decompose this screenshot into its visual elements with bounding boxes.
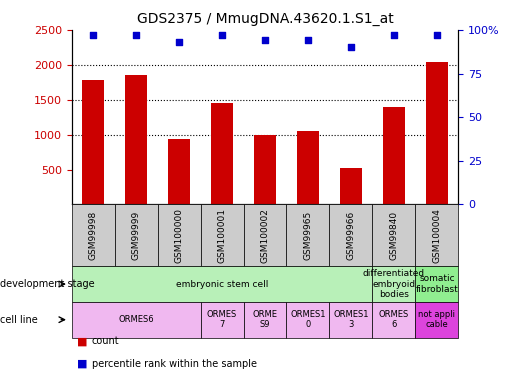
Text: GSM100002: GSM100002 bbox=[261, 208, 269, 263]
Text: GSM99966: GSM99966 bbox=[347, 211, 356, 260]
Text: GSM100004: GSM100004 bbox=[432, 208, 441, 263]
Point bbox=[347, 45, 355, 51]
Point bbox=[261, 38, 269, 44]
Point bbox=[175, 39, 183, 45]
Text: ORME
S9: ORME S9 bbox=[252, 310, 278, 329]
Point bbox=[132, 32, 140, 38]
Text: GSM99999: GSM99999 bbox=[131, 211, 140, 260]
Text: development stage: development stage bbox=[0, 279, 95, 289]
Text: percentile rank within the sample: percentile rank within the sample bbox=[92, 359, 257, 369]
Text: ORMES1
0: ORMES1 0 bbox=[290, 310, 326, 329]
Text: ORMES1
3: ORMES1 3 bbox=[333, 310, 369, 329]
Bar bbox=[211, 102, 233, 204]
Text: ORMES
7: ORMES 7 bbox=[207, 310, 237, 329]
Text: GSM99840: GSM99840 bbox=[390, 211, 399, 260]
Text: GSM99998: GSM99998 bbox=[89, 211, 98, 260]
Bar bbox=[297, 131, 319, 204]
Point bbox=[390, 32, 398, 38]
Text: ORMES6: ORMES6 bbox=[118, 315, 154, 324]
Text: embryonic stem cell: embryonic stem cell bbox=[176, 280, 268, 289]
Text: somatic
fibroblast: somatic fibroblast bbox=[416, 274, 458, 294]
Text: ORMES
6: ORMES 6 bbox=[379, 310, 409, 329]
Text: GSM99965: GSM99965 bbox=[304, 211, 313, 260]
Bar bbox=[383, 107, 405, 204]
Bar bbox=[82, 80, 104, 204]
Text: differentiated
embryoid
bodies: differentiated embryoid bodies bbox=[363, 269, 425, 299]
Title: GDS2375 / MmugDNA.43620.1.S1_at: GDS2375 / MmugDNA.43620.1.S1_at bbox=[137, 12, 393, 26]
Bar bbox=[340, 168, 361, 204]
Point bbox=[432, 32, 441, 38]
Text: not appli
cable: not appli cable bbox=[419, 310, 455, 329]
Text: GSM100000: GSM100000 bbox=[174, 208, 183, 263]
Text: cell line: cell line bbox=[0, 315, 38, 325]
Bar bbox=[125, 75, 147, 204]
Point bbox=[304, 38, 312, 44]
Bar bbox=[169, 139, 190, 204]
Text: ■: ■ bbox=[77, 359, 87, 369]
Bar bbox=[426, 62, 448, 204]
Point bbox=[218, 32, 226, 38]
Point bbox=[89, 32, 98, 38]
Text: ■: ■ bbox=[77, 336, 87, 346]
Text: GSM100001: GSM100001 bbox=[217, 208, 226, 263]
Text: count: count bbox=[92, 336, 119, 346]
Bar bbox=[254, 135, 276, 204]
